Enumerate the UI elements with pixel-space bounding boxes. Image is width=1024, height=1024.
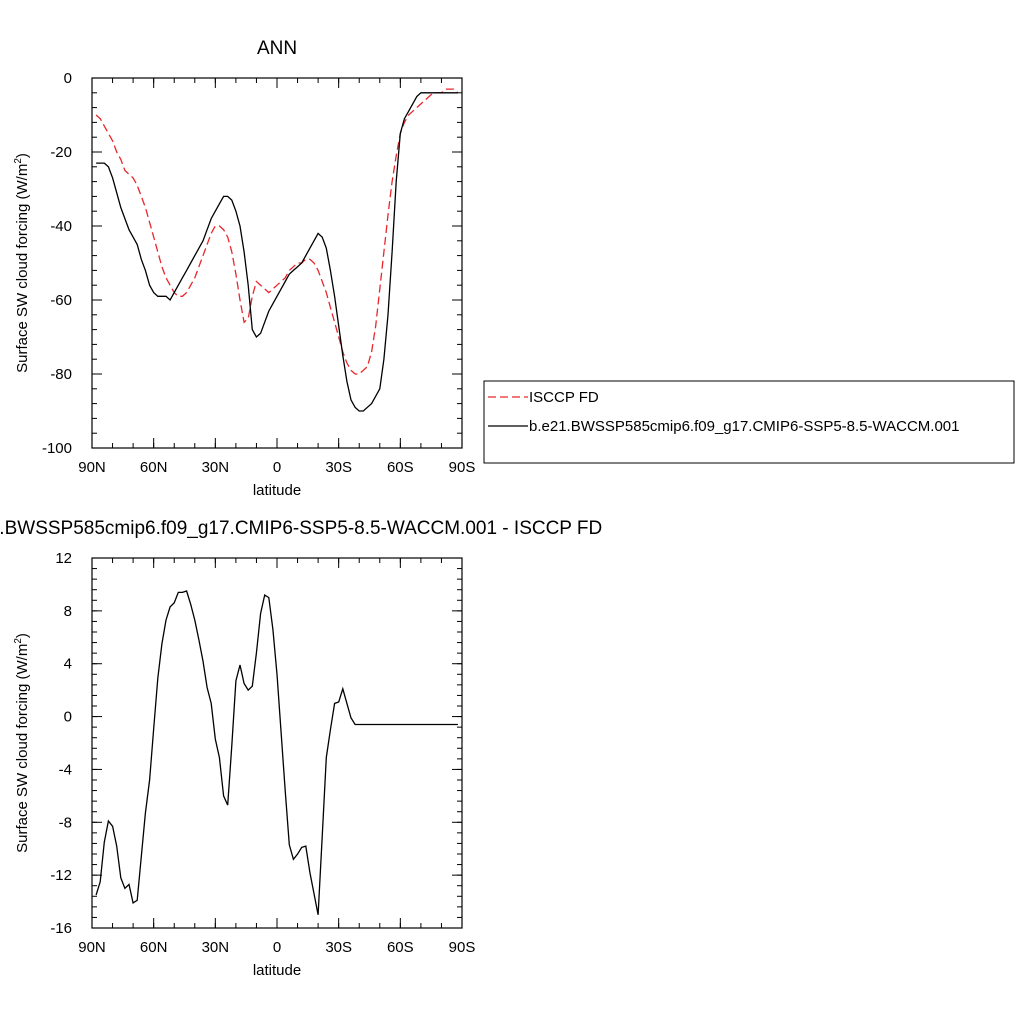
y-tick-label: -16 [50,920,72,937]
y-axis-label-superscript: 2 [13,158,24,164]
x-tick-label: 60S [387,459,414,476]
legend: ISCCP FD b.e21.BWSSP585cmip6.f09_g17.CMIP… [483,380,1015,464]
x-tick-label: 30S [325,939,352,956]
x-tick-label: 60N [140,939,168,956]
y-axis-label-close: ) [14,153,31,158]
y-tick-label: -100 [42,440,72,457]
y-tick-label: -8 [59,814,72,831]
plot-frame [91,77,463,449]
y-tick-label: -20 [50,144,72,161]
y-tick-label: 12 [55,550,72,567]
series-line-model [95,590,458,915]
y-axis-label-superscript: 2 [13,638,24,644]
y-tick-label: -80 [50,366,72,383]
x-tick-label: 90N [78,939,106,956]
x-tick-label: 90S [449,459,476,476]
series-line-model [96,92,458,412]
series-line-isccp-fd [95,88,459,375]
plot-frame [91,557,463,929]
chart-title: b.e21.BWSSP585cmip6.f09_g17.CMIP6-SSP5-8… [0,518,602,539]
y-axis-label: Surface SW cloud forcing (W/m2) [13,633,31,853]
bottom-chart-difference: b.e21.BWSSP585cmip6.f09_g17.CMIP6-SSP5-8… [0,518,602,979]
top-chart-ann: ANN 90N 60N 30N 0 30S 60S 90S 0 -20 -40 -60 -80 -100 l… [13,38,475,499]
y-tick-label: -4 [59,761,72,778]
x-tick-label: 30N [202,459,230,476]
x-tick-label: 60N [140,459,168,476]
y-axis-label-text: Surface SW cloud forcing (W/m [14,644,31,853]
x-tick-label: 30N [202,939,230,956]
y-tick-label: 0 [64,70,72,87]
y-tick-label: -12 [50,867,72,884]
legend-label: ISCCP FD [529,389,599,406]
y-axis-label: Surface SW cloud forcing (W/m2) [13,153,31,373]
y-tick-label: 8 [64,603,72,620]
x-tick-label: 30S [325,459,352,476]
x-tick-label: 0 [273,459,281,476]
legend-label: b.e21.BWSSP585cmip6.f09_g17.CMIP6-SSP5-8… [529,418,959,435]
y-axis-label-text: Surface SW cloud forcing (W/m [14,164,31,373]
x-tick-label: 90S [449,939,476,956]
y-tick-label: 0 [64,709,72,726]
chart-title: ANN [257,38,297,59]
y-axis-label-close: ) [14,633,31,638]
x-tick-label: 90N [78,459,106,476]
y-tick-label: 4 [64,656,72,673]
legend-box [483,380,1015,464]
y-tick-label: -40 [50,218,72,235]
x-axis-label: latitude [253,482,301,499]
x-axis-label: latitude [253,962,301,979]
x-tick-label: 0 [273,939,281,956]
y-tick-label: -60 [50,292,72,309]
x-tick-label: 60S [387,939,414,956]
